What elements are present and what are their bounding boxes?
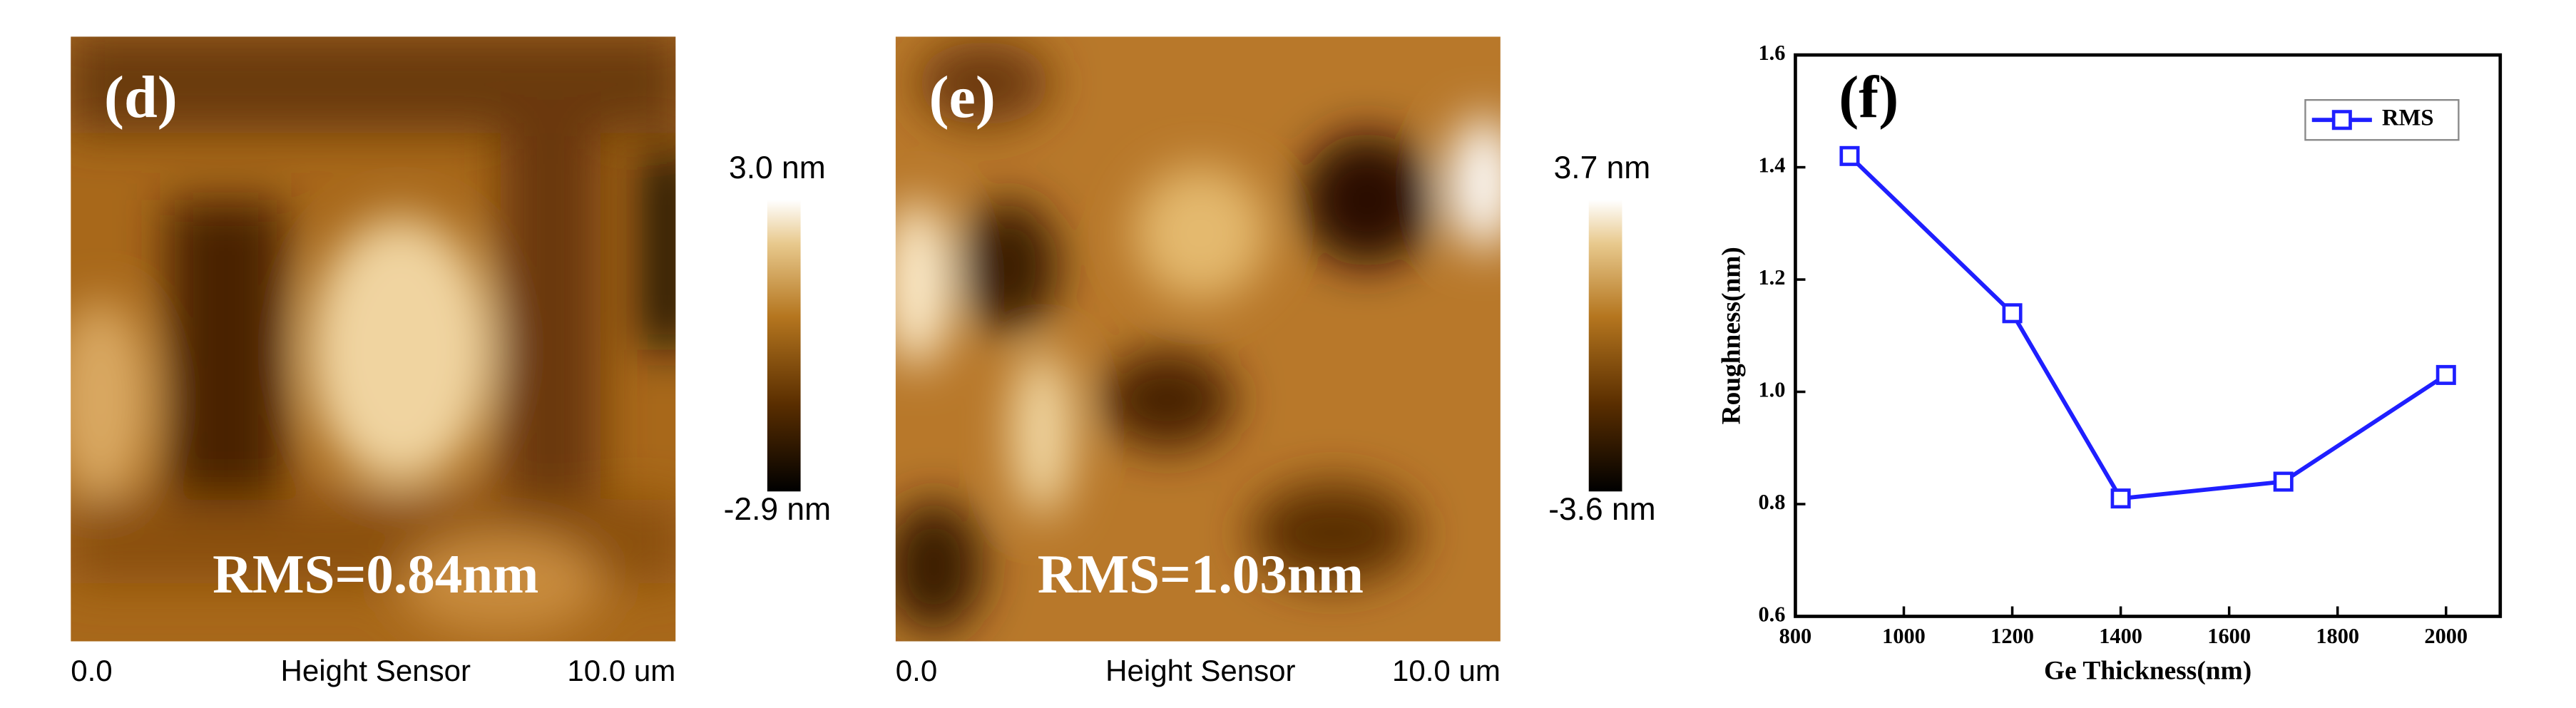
x-tick-label: 800 [1779, 624, 1812, 648]
data-point [2273, 471, 2294, 492]
rms-label: RMS=1.03nm [1038, 543, 1364, 605]
color-scale [767, 200, 801, 492]
x-tick-label: 1600 [2207, 624, 2251, 648]
y-tick-label: 1.0 [1758, 378, 1785, 402]
x-tick-label: 1000 [1882, 624, 1926, 648]
panel-label: (d) [104, 64, 178, 130]
plot-frame [1794, 53, 2503, 618]
axis-title: Height Sensor [281, 654, 471, 687]
scale-max: 3.7 nm [1554, 150, 1651, 185]
rms-label: RMS=0.84nm [213, 543, 538, 605]
color-scale [1588, 200, 1622, 492]
axis-end: 10.0 um [567, 654, 675, 687]
y-axis-label: Roughness(nm) [1717, 247, 1747, 424]
y-tick-label: 1.2 [1758, 265, 1785, 289]
data-point [1839, 145, 1860, 166]
x-axis-label: Ge Thickness(nm) [2044, 657, 2252, 686]
data-point [2436, 364, 2456, 385]
axis-end: 10.0 um [1392, 654, 1501, 687]
data-line [1848, 154, 2448, 501]
y-tick-label: 1.6 [1758, 41, 1785, 65]
y-tick-label: 0.6 [1758, 602, 1785, 626]
x-tick-label: 2000 [2424, 624, 2468, 648]
axis-start: 0.0 [896, 654, 937, 687]
x-tick-label: 1800 [2316, 624, 2359, 648]
data-point [2002, 303, 2023, 324]
data-point [2110, 488, 2131, 509]
afm-image [895, 36, 1501, 642]
afm-image [71, 36, 676, 642]
scale-max: 3.0 nm [729, 150, 826, 185]
panel-label: (e) [929, 64, 995, 130]
y-tick-label: 0.8 [1758, 490, 1785, 514]
axis-title: Height Sensor [1105, 654, 1295, 687]
chart-title: (f) [1839, 64, 1898, 130]
y-tick-label: 1.4 [1758, 153, 1785, 178]
x-tick-label: 1400 [2099, 624, 2142, 648]
legend-label: RMS [2382, 106, 2434, 131]
axis-start: 0.0 [71, 654, 112, 687]
x-tick-label: 1200 [1990, 624, 2034, 648]
scale-min: -2.9 nm [724, 492, 831, 527]
legend-marker [2331, 110, 2352, 130]
scale-min: -3.6 nm [1548, 492, 1655, 527]
